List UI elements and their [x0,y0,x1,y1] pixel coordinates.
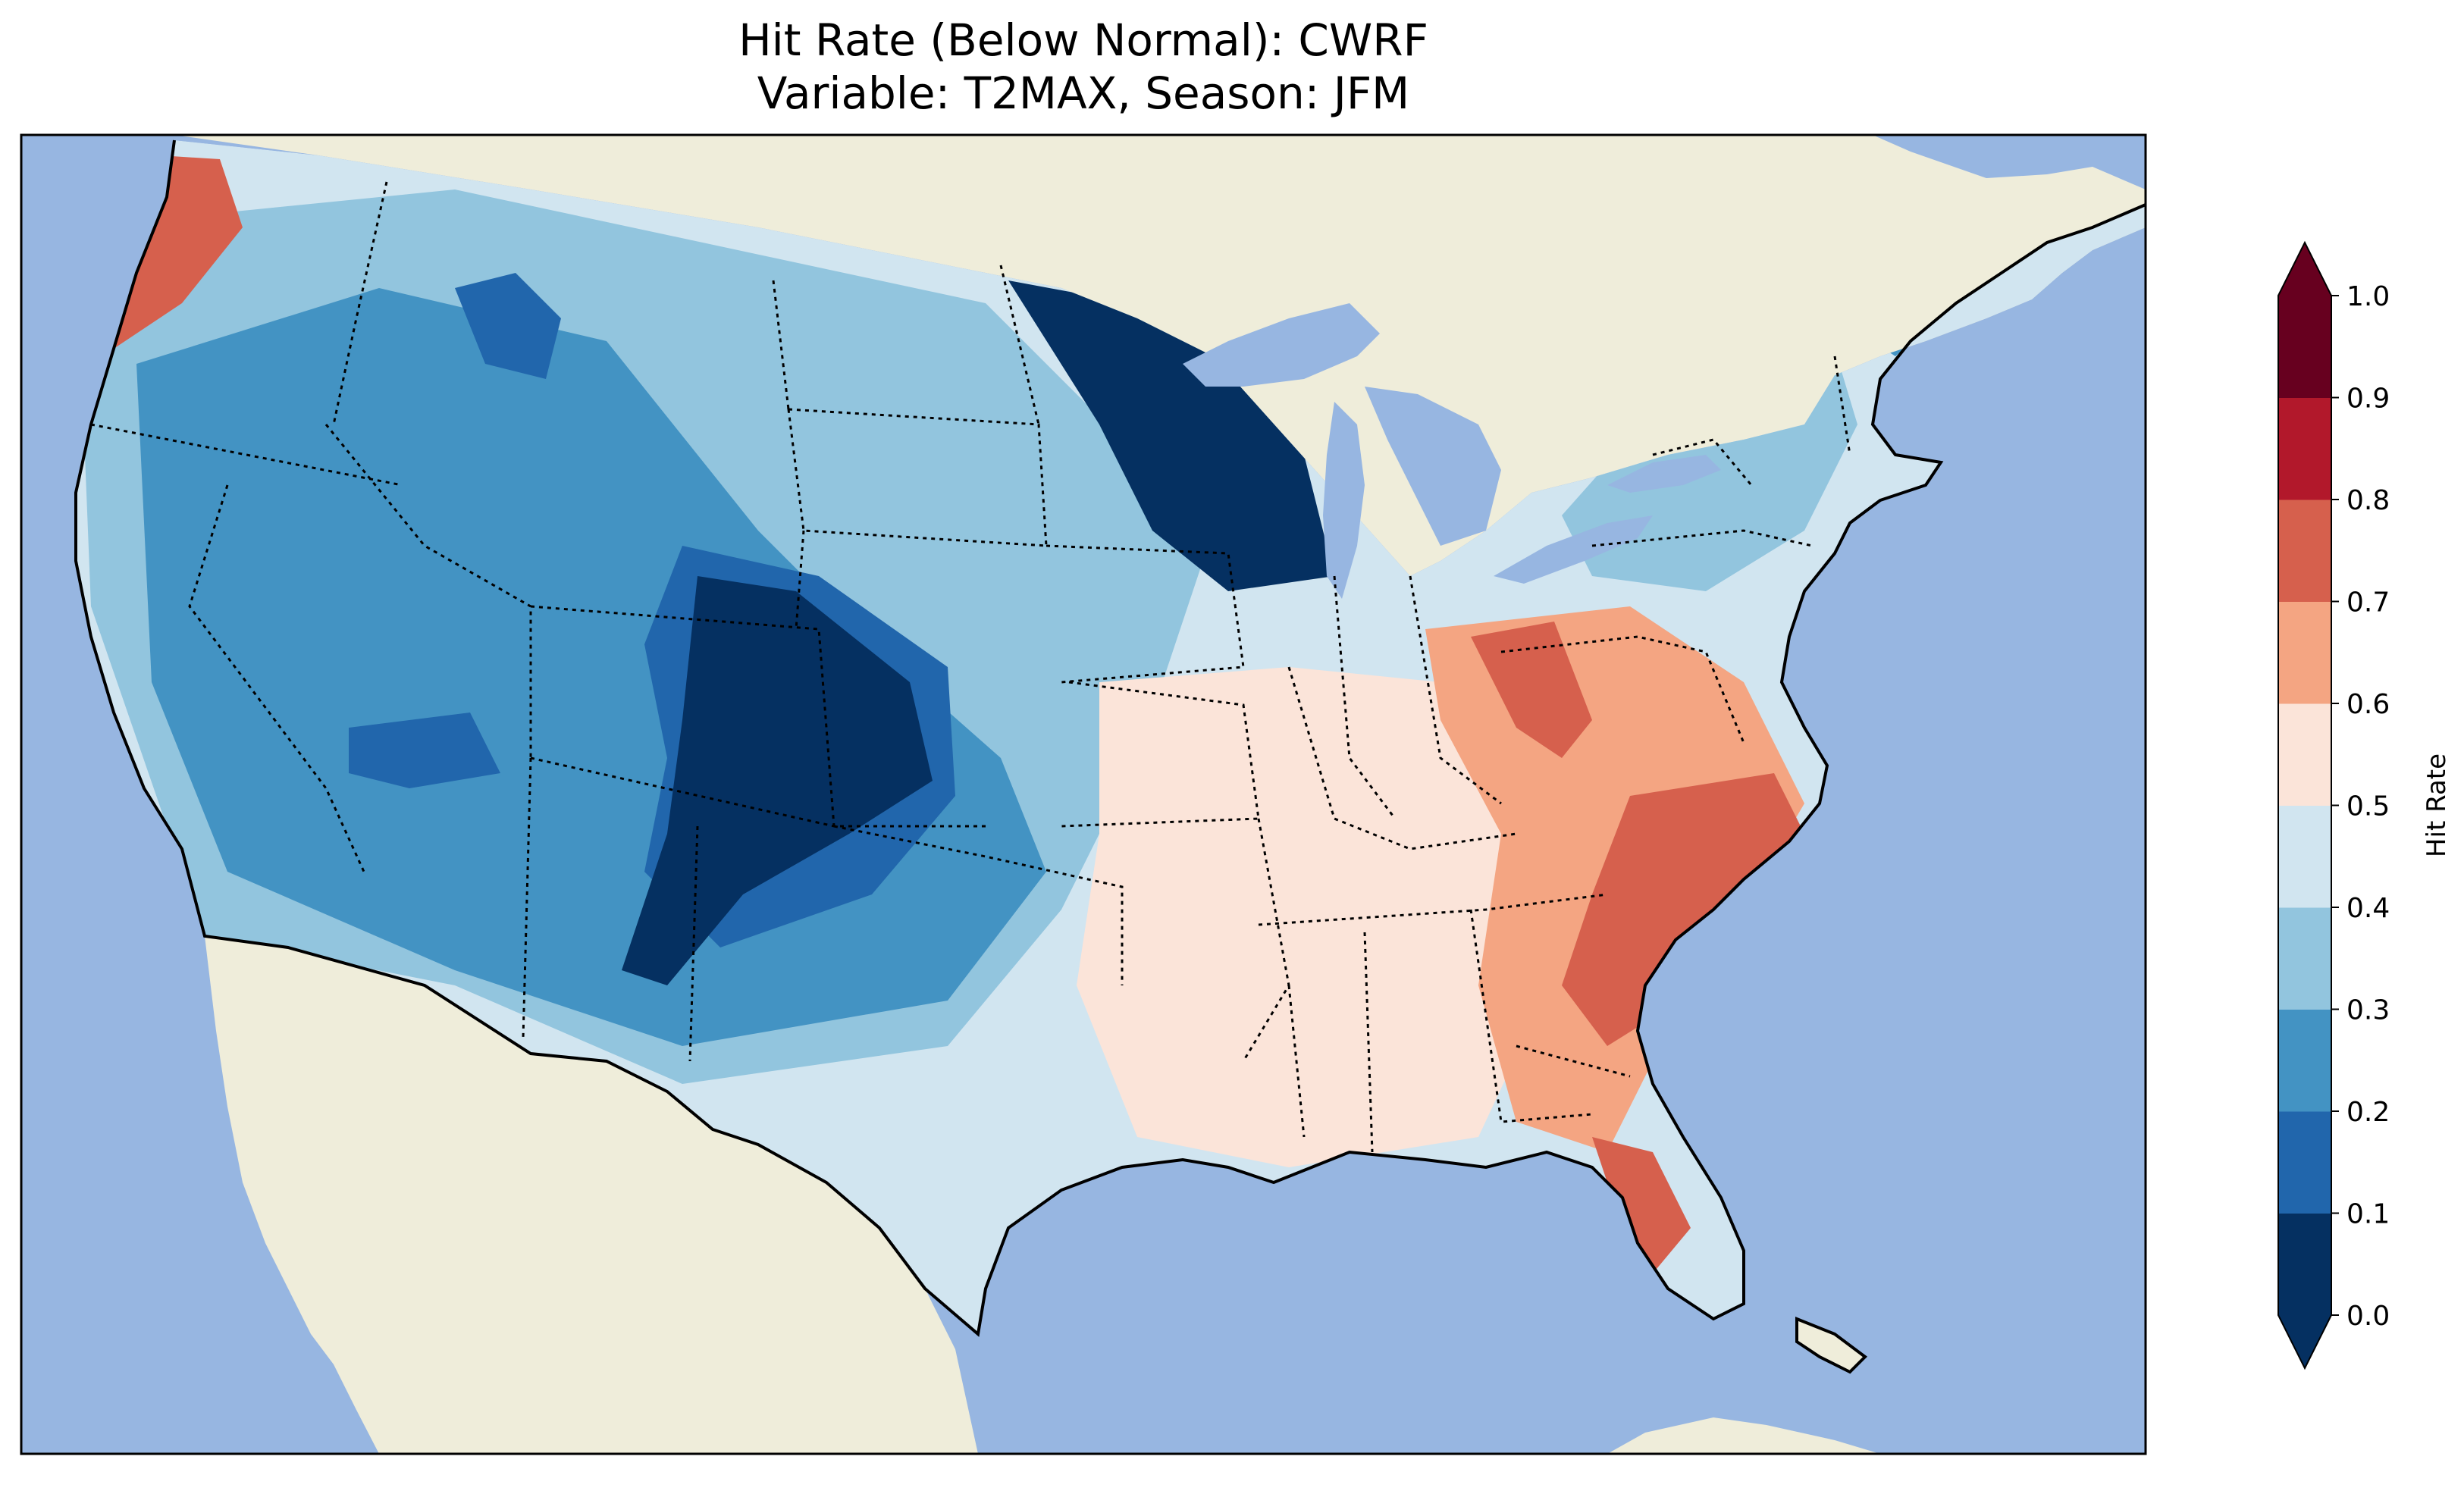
state-border-13 [1287,666,1517,850]
state-border-17 [1258,893,1608,926]
lake-erie [1494,515,1653,584]
caribbean-land [1607,1417,1880,1454]
state-border-20 [1469,909,1593,1123]
lake-ontario [1607,455,1721,493]
colorbar-tick-label: 0.0 [2346,1301,2390,1332]
state-border-16 [1500,635,1745,744]
state-border-3 [324,424,532,758]
state-border-18 [1287,985,1306,1138]
state-border-1 [90,423,403,487]
state-border-2 [188,484,365,872]
colorbar-tick-label: 0.5 [2346,791,2390,822]
colorbar-extend-min [2278,1315,2331,1368]
colorbar-tick-label: 0.8 [2346,485,2390,516]
state-border-7 [688,825,699,1062]
state-border-14 [1333,575,1397,819]
great-lakes [1183,303,1721,599]
colorbar-segment [2278,1111,2331,1214]
cuba-island [1795,1317,1868,1374]
hit-rate-field [76,140,2146,1334]
colorbar-segment [2278,907,2331,1010]
colorbar-segment [2278,296,2331,398]
map-title-line1: Hit Rate (Below Normal): CWRF [738,14,1428,66]
colorbar-segment [2278,1213,2331,1316]
region-nevada-dark-spot [349,713,500,788]
colorbar-tick-label: 0.1 [2346,1199,2390,1230]
region-appalachian-red [1471,622,1592,758]
region-colorado-core [622,576,933,985]
us-coastline [74,139,2146,1337]
state-border-9 [787,408,1048,547]
colorbar-tick-label: 0.4 [2346,893,2390,924]
state-border-26 [999,265,1040,425]
region-florida-red [1592,1137,1691,1273]
region-idaho-dark-spot [455,273,561,379]
colorbar-tick-label: 0.2 [2346,1097,2390,1128]
state-border-19 [1363,932,1374,1153]
colorbar-segment [2278,1009,2331,1112]
colorbar-tick-label: 0.7 [2346,587,2390,619]
colorbar-segment [2278,500,2331,602]
map-frame [20,133,2147,1455]
lake-huron [1365,387,1501,546]
colorbar: 0.0 0.1 0.2 0.3 0.4 0.5 0.6 0.7 0.8 0.9 1.0 Hit Rat… [2277,240,2452,1370]
colorbar-tick-label: 1.0 [2346,281,2390,312]
colorbar-segment [2278,601,2331,704]
colorbar-segment [2278,703,2331,806]
state-border-23 [1652,438,1753,486]
state-border-8 [833,825,1124,985]
colorbar-tick-label: 0.9 [2346,384,2390,415]
colorbar-tick-label: 0.3 [2346,995,2390,1026]
region-carolinas-red [1562,773,1804,1046]
state-border-6 [522,757,532,1039]
state-border-15 [1409,575,1502,805]
region-south-light-pink [1077,667,1531,1167]
lake-superior [1183,303,1380,387]
state-borders [90,181,1851,1153]
colorbar-extend-max [2278,243,2331,296]
map-panel [20,133,2147,1455]
canada-land [174,135,2146,576]
colorbar-tick-label: 0.6 [2346,689,2390,720]
colorbar-label: Hit Rate [2422,753,2452,857]
lake-michigan [1323,402,1365,599]
map-title-line2: Variable: T2MAX, Season: JFM [757,67,1410,119]
state-border-0 [332,181,388,425]
state-border-21 [1516,1045,1631,1078]
baja-peninsula [281,993,425,1417]
colorbar-segment [2278,805,2331,908]
colorbar-segment [2278,397,2331,500]
state-border-22 [1591,529,1813,547]
